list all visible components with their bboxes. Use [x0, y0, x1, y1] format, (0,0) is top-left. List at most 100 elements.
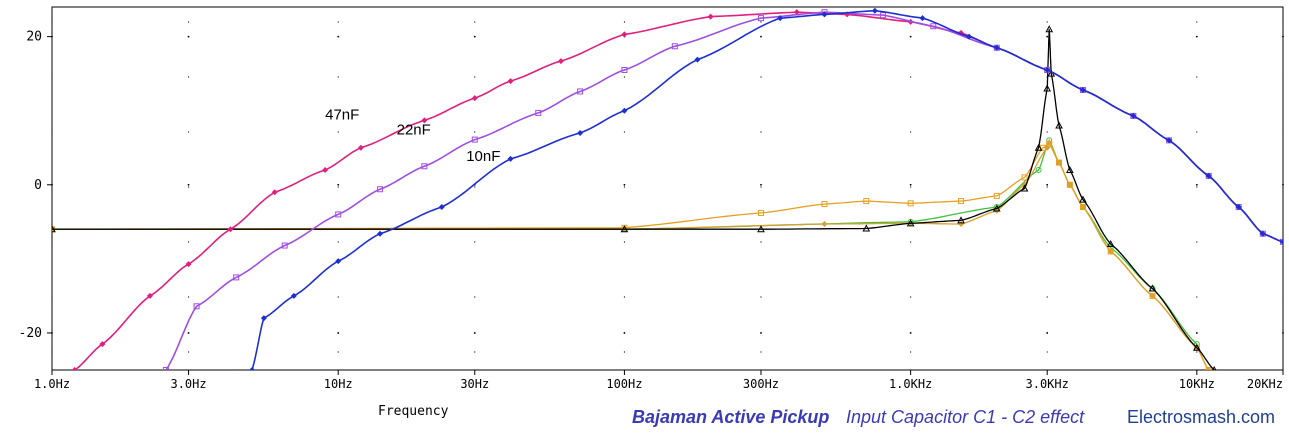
y-tick-label: 20 [26, 30, 42, 45]
grid-dot [760, 21, 762, 23]
x-tick-label: 100Hz [606, 377, 642, 391]
grid-dot [623, 186, 626, 188]
grid-dot [1195, 332, 1198, 334]
grid-dot [187, 296, 190, 298]
curve-annotation: 47nF [325, 107, 359, 124]
grid-dot [1282, 296, 1284, 298]
data-point [621, 66, 628, 73]
grid-dot [337, 241, 339, 243]
grid-dot [1046, 21, 1048, 23]
grid-dot [337, 183, 340, 186]
grid-dot [187, 332, 190, 334]
grid-dot [760, 35, 762, 38]
x-tick-label: 3.0KHz [1026, 377, 1069, 391]
grid-dot [1195, 35, 1198, 38]
grid-dot [909, 183, 912, 186]
data-point [757, 209, 764, 216]
grid-dot [474, 131, 476, 133]
data-point [1166, 137, 1173, 144]
grid-dot [909, 332, 912, 334]
grid-dot [51, 186, 53, 188]
data-point [1045, 25, 1054, 33]
grid-dot [910, 351, 912, 353]
data-point [162, 367, 169, 370]
grid-dot [1282, 332, 1284, 334]
data-point [1192, 343, 1201, 351]
grid-dot [623, 332, 626, 334]
data-point [290, 292, 297, 299]
data-point [193, 303, 200, 310]
data-point [357, 144, 364, 151]
data-point [1020, 184, 1029, 192]
grid-dot [1046, 296, 1048, 298]
data-point [907, 200, 914, 207]
data-point [99, 341, 106, 348]
grid-dot [1046, 332, 1049, 334]
x-tick-label: 3.0Hz [170, 377, 206, 391]
data-point [1079, 204, 1086, 211]
grid-dot [760, 186, 762, 188]
data-point [471, 95, 478, 102]
data-point [1107, 248, 1114, 255]
data-point [1259, 230, 1266, 237]
y-tick-label: -20 [19, 326, 42, 341]
data-point [958, 198, 965, 205]
data-point [577, 129, 584, 136]
grid-dot [187, 183, 190, 186]
series-line [251, 9, 1283, 370]
data-point [966, 33, 973, 40]
grid-dot [474, 351, 476, 353]
grid-dot [337, 76, 339, 78]
grid-dot [1196, 76, 1198, 78]
data-point [1034, 143, 1043, 151]
data-point [1205, 367, 1212, 370]
grid-dot [337, 21, 339, 23]
data-point [1046, 141, 1053, 148]
data-point [233, 274, 240, 281]
grid-dot [1196, 21, 1198, 23]
data-point [930, 23, 937, 30]
grid-dot [909, 35, 912, 38]
data-point [322, 166, 329, 173]
grid-dot [760, 183, 762, 186]
data-point [147, 292, 154, 299]
data-point [1212, 365, 1217, 370]
data-point [1079, 86, 1086, 93]
grid-dot [760, 76, 762, 78]
plot-frame [51, 6, 1284, 371]
data-point [1205, 172, 1212, 179]
data-point [821, 201, 828, 208]
data-point [71, 367, 78, 370]
footer-product: Bajaman Active Pickup [632, 407, 830, 427]
data-point [281, 242, 288, 249]
grid-dot [474, 296, 476, 298]
grid-dot [1046, 241, 1048, 243]
grid-dot [623, 131, 626, 133]
series-line [165, 11, 1283, 370]
data-point [335, 258, 342, 265]
grid-dot [1046, 183, 1049, 186]
grid-dot [187, 131, 190, 133]
series-line [52, 29, 1215, 370]
grid-dot [1196, 351, 1198, 353]
data-point [757, 225, 765, 233]
grid-dot [623, 241, 626, 243]
data-point [621, 31, 628, 38]
grid-dot [187, 351, 190, 353]
grid-dot [474, 76, 476, 78]
grid-dot [337, 35, 340, 38]
series-curve-3 [52, 25, 1217, 370]
data-point [777, 15, 784, 22]
series-line [52, 143, 1210, 370]
data-point [919, 15, 926, 22]
grid-dot [1196, 241, 1198, 243]
series-47nF [71, 9, 1283, 370]
data-point [577, 88, 584, 95]
data-point [421, 117, 428, 124]
data-point [863, 198, 870, 205]
grid-dot [1046, 351, 1048, 353]
grid-dot [337, 296, 339, 298]
grid [51, 21, 1284, 353]
data-point [271, 189, 278, 196]
series-22nF [162, 9, 1283, 370]
